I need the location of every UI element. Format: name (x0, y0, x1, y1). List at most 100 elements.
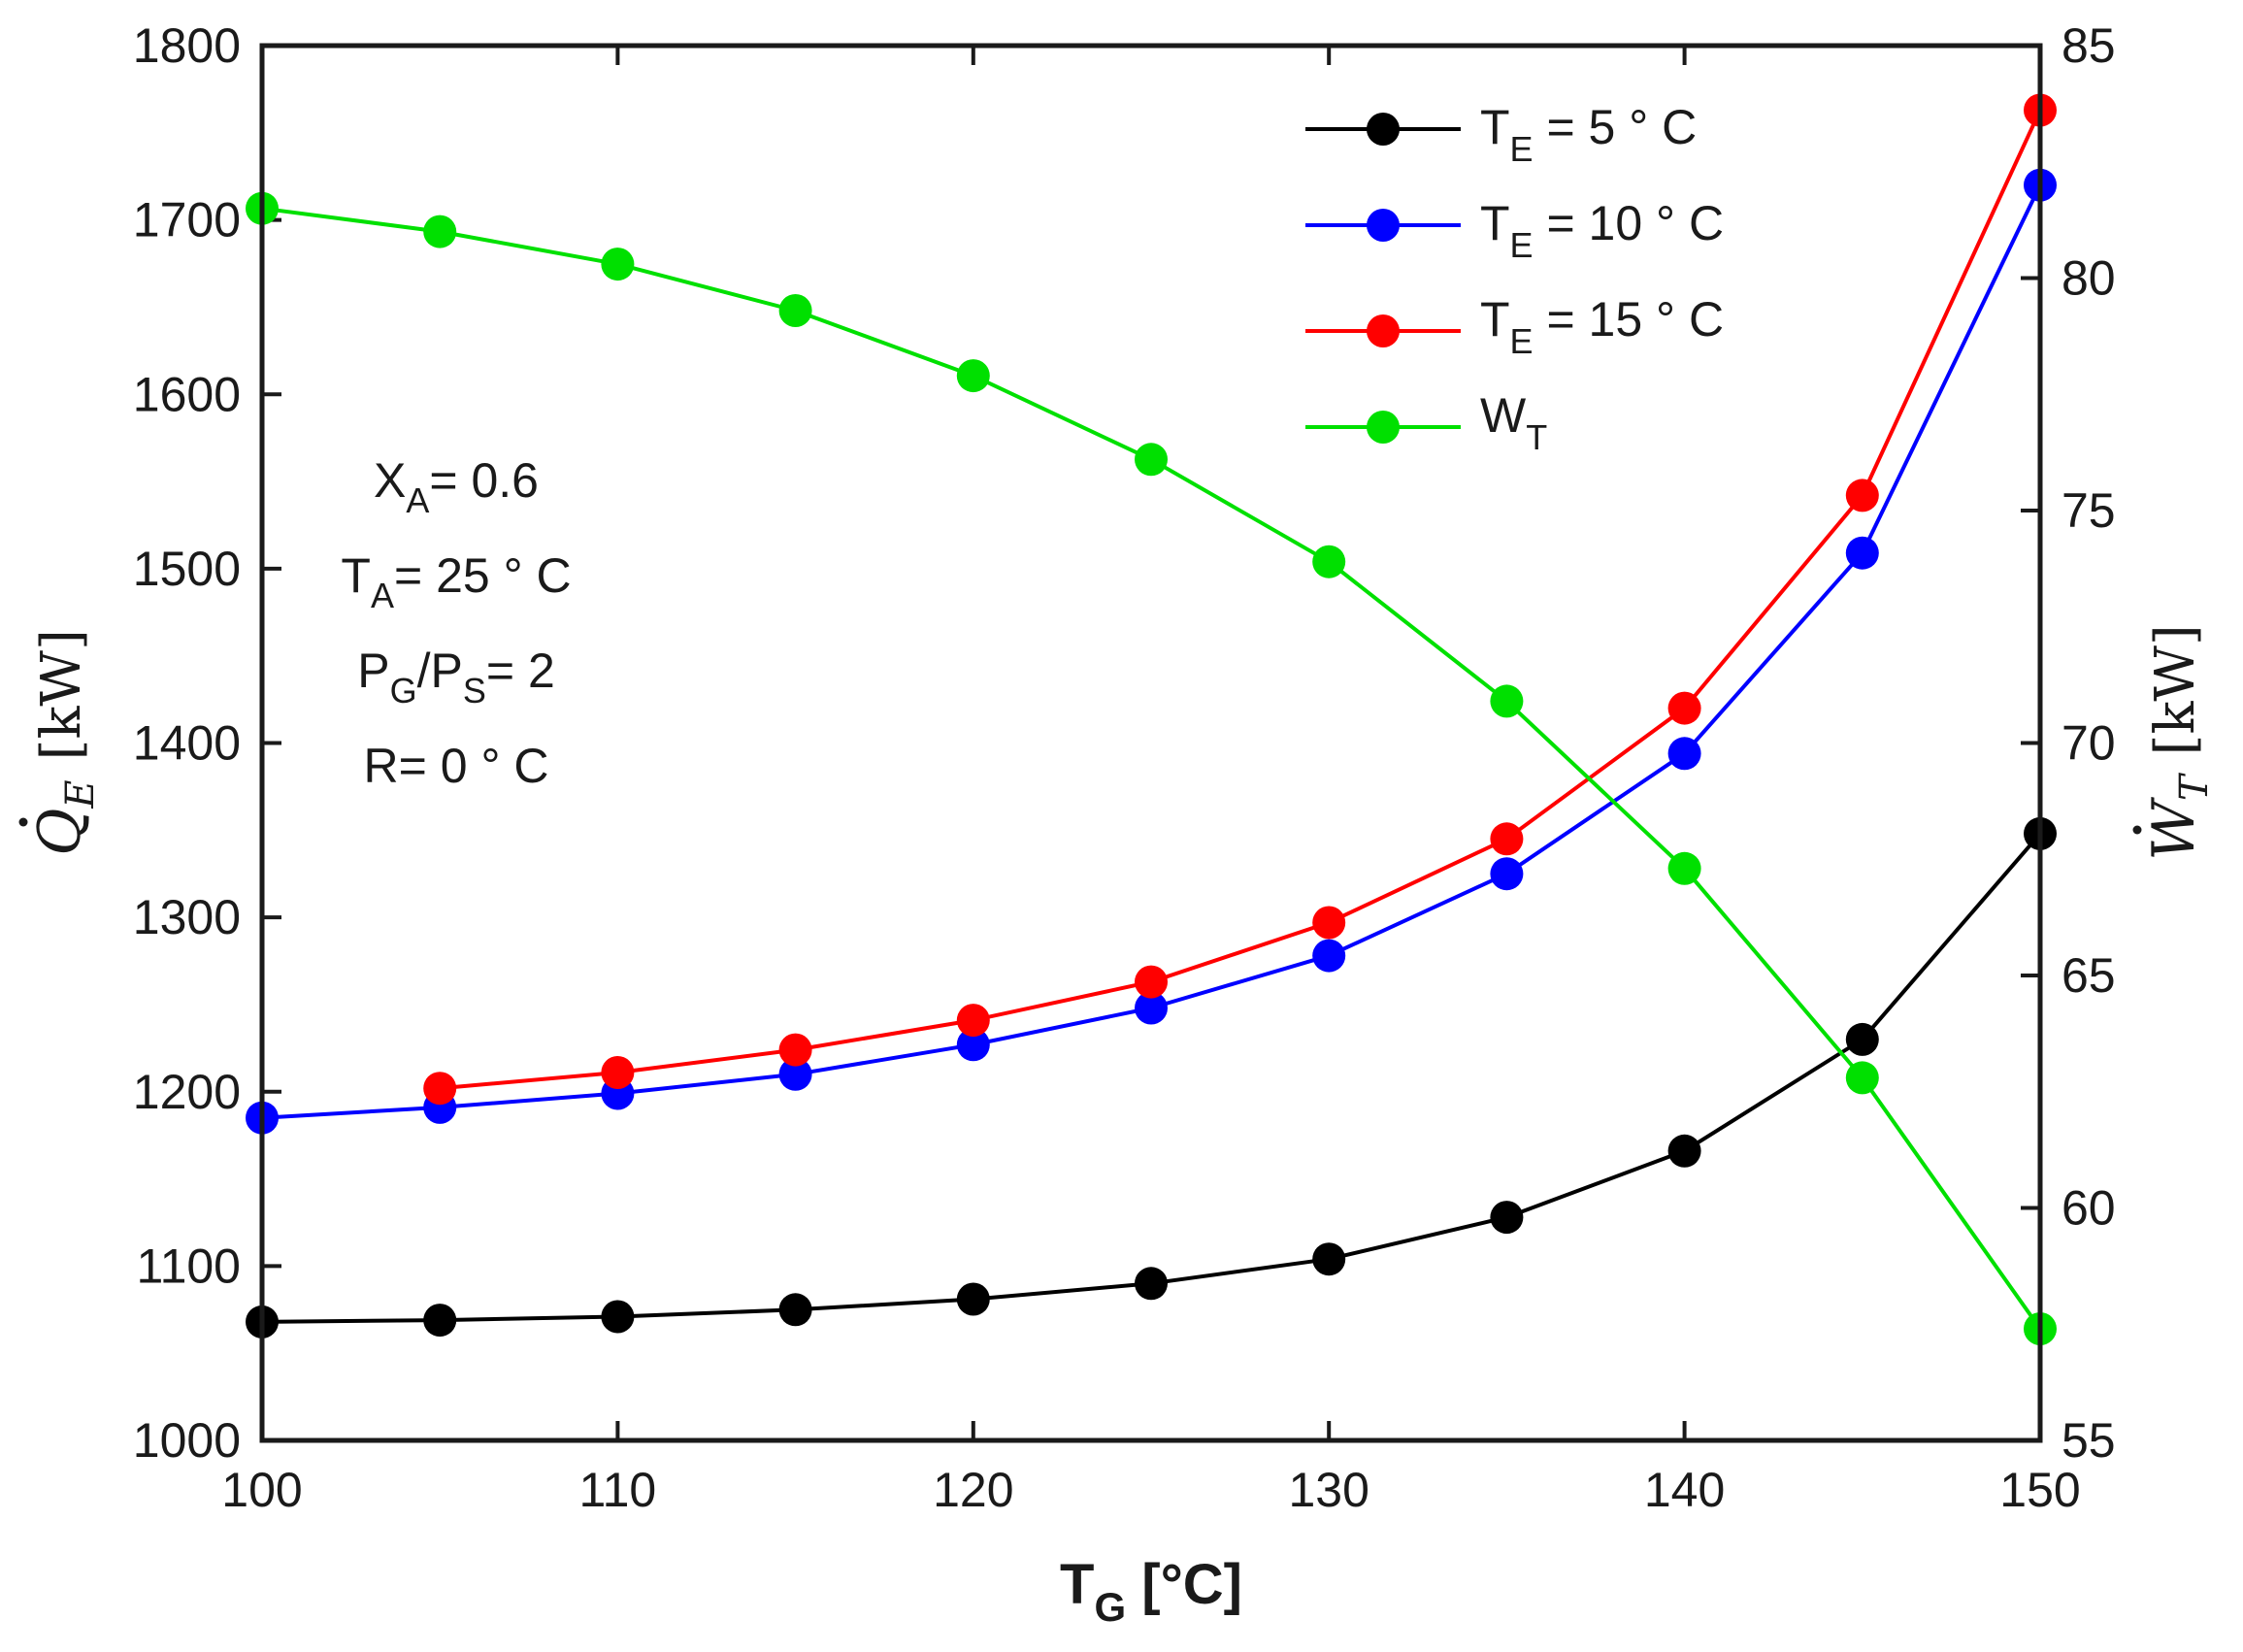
y-right-tick-label: 80 (2062, 251, 2116, 306)
series-0-point (1135, 1267, 1168, 1301)
x-tick-label: 150 (1999, 1463, 2080, 1517)
annotation-ta: TA= 25 ° C (341, 548, 571, 615)
series-2-point (601, 1056, 635, 1089)
y-right-symbol: W (2140, 797, 2208, 861)
y-axis-right-label: WT [kW] (2132, 624, 2217, 861)
y-right-dot (2132, 825, 2142, 835)
legend-marker-te15 (1367, 314, 1400, 347)
series-1 (246, 168, 2057, 1135)
y-left-tick-label: 1300 (133, 890, 241, 944)
series-3-point (778, 294, 812, 327)
y-left-sub: E (58, 779, 103, 809)
y-right-tick-label: 70 (2062, 716, 2116, 771)
x-tick-label: 140 (1644, 1463, 1725, 1517)
series-2-point (1667, 691, 1701, 725)
series-2-point (956, 1004, 990, 1038)
series-3-point (1845, 1061, 1879, 1095)
x-label-sub: G (1094, 1584, 1126, 1630)
axis-ticks: 100 110 120 130 140 150 1000 1100 1200 1300 1400 15… (133, 18, 2116, 1517)
series-0-point (1490, 1201, 1524, 1235)
y-left-tick-label: 1400 (133, 716, 241, 771)
y-left-tick-label: 1600 (133, 367, 241, 421)
series-0-point (1312, 1242, 1346, 1276)
svg-text:QE[kW]: QE [kW] (26, 629, 103, 856)
annotation-pressure-ratio: PG/PS= 2 (357, 644, 555, 710)
series-0-point (956, 1282, 990, 1316)
series-1-point (1312, 939, 1346, 973)
legend-entry-te15: TE = 15 ° C (1305, 292, 1724, 361)
y-left-tick-label: 1700 (133, 193, 241, 248)
series-0 (246, 816, 2057, 1338)
series-1-point (1845, 536, 1879, 570)
series-2-point (778, 1033, 812, 1067)
x-label-main: T (1060, 1553, 1094, 1616)
series-3-point (956, 359, 990, 393)
svg-text:TE = 5 ° C: TE = 5 ° C (1480, 100, 1697, 169)
series-0-point (1667, 1134, 1701, 1168)
series-3-point (1490, 684, 1524, 718)
svg-text:TE = 10 ° C: TE = 10 ° C (1480, 196, 1724, 265)
series-0-point (778, 1293, 812, 1327)
y-left-tick-label: 1100 (136, 1239, 241, 1293)
y-axis-left-label: QE [kW] (18, 629, 103, 856)
y-left-tick-label: 1200 (133, 1065, 241, 1119)
x-tick-label: 130 (1288, 1463, 1369, 1517)
y-right-tick-label: 75 (2062, 483, 2116, 538)
series-1-point (1490, 857, 1524, 891)
series-0-point (601, 1300, 635, 1334)
series-1-point (778, 1057, 812, 1091)
series-3-point (423, 215, 457, 248)
x-tick-label: 120 (933, 1463, 1013, 1517)
legend-marker-wt (1367, 411, 1400, 444)
series-1-point (956, 1028, 990, 1062)
x-label-unit: [°C] (1126, 1553, 1242, 1616)
y-right-sub: T (2172, 772, 2217, 801)
series-3-point (1667, 851, 1701, 885)
series-2-point (1312, 906, 1346, 940)
annotation-block: XA= 0.6 TA= 25 ° C PG/PS= 2 R= 0 ° C (341, 453, 571, 793)
series-0-point (1845, 1022, 1879, 1056)
legend-marker-te5 (1367, 113, 1400, 146)
series-3-point (601, 248, 635, 281)
annotation-r: R= 0 ° C (364, 739, 549, 793)
series-3 (246, 191, 2057, 1345)
series-layer (246, 93, 2057, 1345)
y-right-tick-label: 60 (2062, 1181, 2116, 1236)
series-0-point (423, 1304, 457, 1338)
svg-text:WT[kW]: WT [kW] (2140, 624, 2217, 861)
y-left-dot (18, 817, 28, 827)
series-line-2 (440, 109, 2042, 1091)
x-tick-label: 110 (579, 1463, 657, 1517)
series-3-point (1312, 545, 1346, 578)
y-left-unit: [kW] (30, 629, 93, 760)
y-right-tick-label: 65 (2062, 948, 2116, 1003)
y-right-unit: [kW] (2144, 624, 2207, 755)
series-2-point (1135, 965, 1168, 999)
y-left-symbol: Q (26, 809, 94, 856)
svg-text:WT: WT (1480, 388, 1547, 457)
x-tick-label: 100 (221, 1463, 302, 1517)
y-right-tick-label: 55 (2062, 1413, 2116, 1468)
plot-frame (259, 43, 2043, 1443)
svg-text:TE = 15 ° C: TE = 15 ° C (1480, 292, 1724, 361)
x-axis-label: TG [°C] (1060, 1553, 1242, 1630)
y-left-tick-label: 1500 (133, 542, 241, 596)
series-1-point (1135, 991, 1168, 1025)
series-2-point (1845, 479, 1879, 512)
series-3-point (1135, 443, 1168, 477)
series-1-point (1667, 737, 1701, 771)
series-2-point (1490, 822, 1524, 856)
legend: TE = 5 ° C TE = 10 ° C TE = 15 ° C WT (1305, 100, 1724, 457)
y-left-tick-label: 1800 (133, 18, 241, 73)
y-left-tick-label: 1000 (133, 1413, 241, 1468)
legend-marker-te10 (1367, 209, 1400, 242)
series-2 (423, 93, 2057, 1106)
annotation-xa: XA= 0.6 (374, 453, 539, 520)
legend-entry-te5: TE = 5 ° C (1305, 100, 1697, 169)
series-2-point (423, 1072, 457, 1106)
y-right-tick-label: 85 (2062, 18, 2116, 73)
legend-entry-wt: WT (1305, 388, 1547, 457)
legend-entry-te10: TE = 10 ° C (1305, 196, 1724, 265)
